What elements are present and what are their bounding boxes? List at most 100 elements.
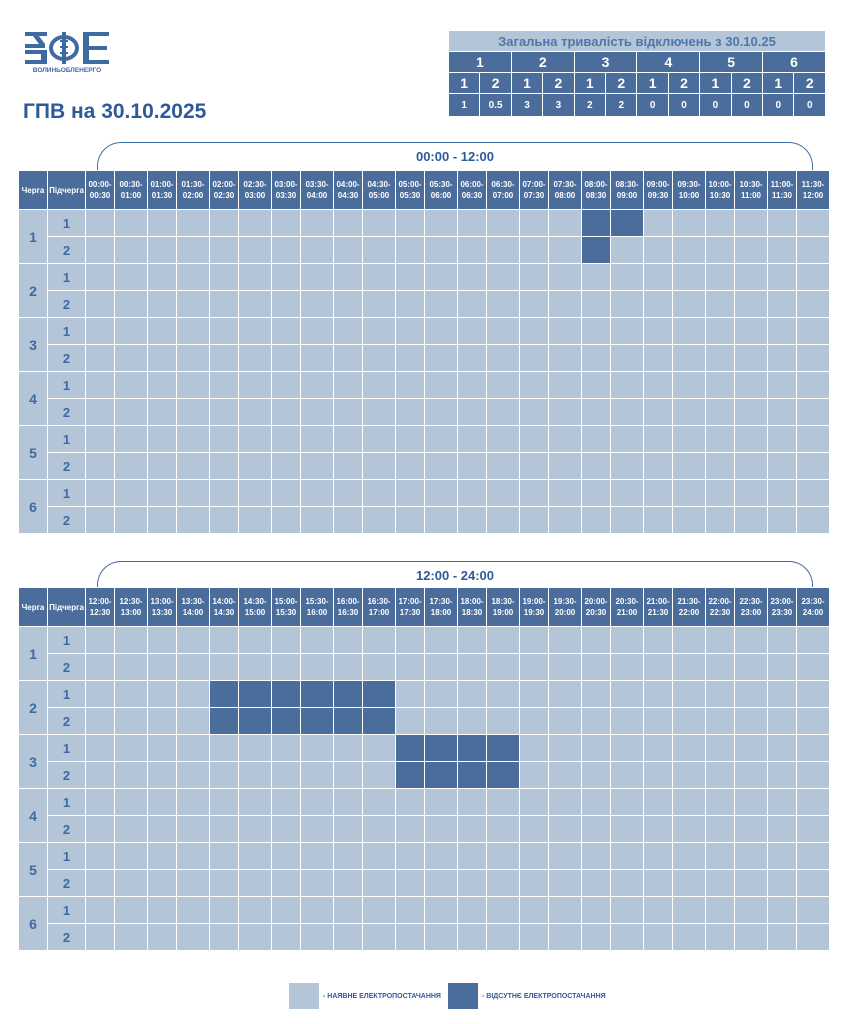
power-available-cell [176, 896, 210, 924]
power-available-cell [395, 344, 425, 372]
power-available-cell [176, 869, 210, 897]
power-available-cell [362, 788, 396, 816]
power-available-cell [395, 317, 425, 345]
power-available-cell [238, 815, 272, 843]
power-available-cell [734, 263, 768, 291]
power-available-cell [300, 842, 334, 870]
power-available-cell [486, 263, 520, 291]
power-available-cell [643, 626, 673, 654]
time-slot-start: 23:00- [770, 597, 794, 606]
power-available-cell [424, 788, 458, 816]
power-available-cell [114, 896, 148, 924]
time-slot-end: 16:30 [337, 608, 359, 617]
power-available-cell [424, 626, 458, 654]
outage-cell [486, 734, 520, 762]
power-available-cell [114, 707, 148, 735]
power-available-cell [238, 236, 272, 264]
power-available-cell [519, 371, 549, 399]
power-available-cell [424, 923, 458, 951]
power-available-cell [519, 236, 549, 264]
power-available-cell [333, 479, 363, 507]
time-slot-start: 16:30- [367, 597, 391, 606]
power-available-cell [238, 869, 272, 897]
power-available-cell [176, 317, 210, 345]
time-slot-start: 07:00- [522, 180, 546, 189]
power-available-cell [85, 788, 115, 816]
power-available-cell [209, 425, 239, 453]
power-available-cell [672, 452, 706, 480]
power-available-cell [486, 869, 520, 897]
power-available-cell [395, 869, 425, 897]
legend-swatch-unavailable [448, 983, 478, 1009]
time-slot-start: 13:00- [150, 597, 174, 606]
power-available-cell [147, 707, 177, 735]
power-available-cell [114, 452, 148, 480]
power-available-cell [424, 842, 458, 870]
power-available-cell [734, 479, 768, 507]
power-available-cell [176, 653, 210, 681]
power-available-cell [300, 653, 334, 681]
subqueue-label: 2 [47, 869, 86, 897]
power-available-cell [734, 842, 768, 870]
power-available-cell [176, 371, 210, 399]
time-slot-header: 05:00- 05:30 [395, 170, 425, 210]
power-available-cell [734, 680, 768, 708]
power-available-cell [362, 209, 396, 237]
time-slot-start: 05:30- [429, 180, 453, 189]
power-available-cell [333, 815, 363, 843]
queue-label: 1 [18, 209, 48, 264]
time-slot-start: 19:00- [522, 597, 546, 606]
power-available-cell [548, 371, 582, 399]
power-available-cell [643, 425, 673, 453]
time-slot-start: 00:30- [119, 180, 143, 189]
page-title: ГПВ на 30.10.2025 [23, 100, 207, 123]
power-available-cell [85, 452, 115, 480]
time-slot-header: 11:30- 12:00 [796, 170, 830, 210]
outage-cell [486, 761, 520, 789]
time-slot-header: 14:30- 15:00 [238, 587, 272, 627]
power-available-cell [767, 788, 797, 816]
power-available-cell [767, 209, 797, 237]
power-available-cell [300, 869, 334, 897]
power-available-cell [734, 869, 768, 897]
time-slot-start: 03:00- [274, 180, 298, 189]
power-available-cell [457, 317, 487, 345]
power-available-cell [147, 842, 177, 870]
time-slot-header: 23:30- 24:00 [796, 587, 830, 627]
time-slot-start: 02:00- [212, 180, 236, 189]
power-available-cell [114, 506, 148, 534]
power-available-cell [424, 290, 458, 318]
power-available-cell [176, 236, 210, 264]
power-available-cell [519, 209, 549, 237]
power-available-cell [300, 209, 334, 237]
power-available-cell [734, 425, 768, 453]
outage-cell [333, 707, 363, 735]
power-available-cell [548, 680, 582, 708]
power-available-cell [486, 479, 520, 507]
time-slot-start: 11:00- [770, 180, 794, 189]
schedule-row: 2 [19, 236, 830, 264]
power-available-cell [362, 452, 396, 480]
power-available-cell [362, 398, 396, 426]
power-available-cell [767, 317, 797, 345]
power-available-cell [238, 263, 272, 291]
outage-cell [581, 236, 611, 264]
time-slot-end: 18:30 [461, 608, 483, 617]
power-available-cell [362, 236, 396, 264]
time-slot-start: 18:30- [491, 597, 515, 606]
power-available-cell [672, 761, 706, 789]
power-available-cell [610, 290, 644, 318]
power-available-cell [519, 626, 549, 654]
power-available-cell [271, 626, 301, 654]
time-slot-end: 09:00 [616, 191, 638, 200]
logo-caption: ВОЛИНЬОБЛЕНЕРГО [33, 67, 101, 74]
power-available-cell [767, 896, 797, 924]
power-available-cell [486, 371, 520, 399]
time-slot-end: 03:30 [275, 191, 297, 200]
time-slot-header: 15:30- 16:00 [300, 587, 334, 627]
power-available-cell [238, 452, 272, 480]
power-available-cell [486, 425, 520, 453]
